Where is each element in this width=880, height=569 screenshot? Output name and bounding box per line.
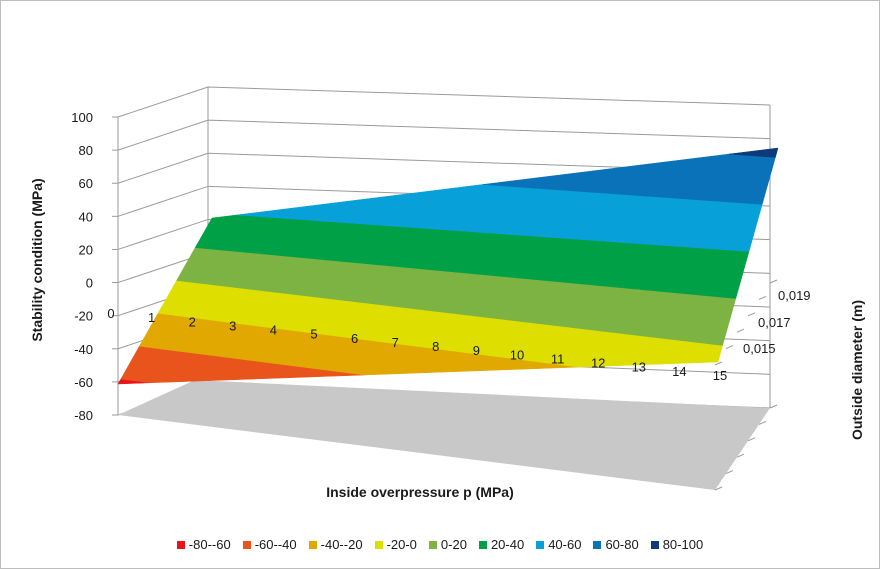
- x-tick-label: 3: [229, 318, 236, 333]
- y-tick-mark: [725, 470, 734, 475]
- z-tick-label: 60: [79, 176, 93, 191]
- y-tick-label: 0,015: [743, 341, 776, 356]
- x-tick-label: 15: [713, 368, 727, 383]
- x-tick-label: 0: [107, 306, 114, 321]
- z-tick-label: -40: [74, 342, 93, 357]
- z-tick-label: 20: [79, 242, 93, 257]
- z-tick-labels: 100 80 60 40 20 0 -20 -40 -60 -80: [71, 110, 93, 423]
- y-axis-title: Outside diameter (m): [849, 300, 865, 440]
- y-tick-mark: [714, 486, 723, 491]
- y-tick-mark: [736, 453, 745, 458]
- y-tick-mark: [769, 404, 778, 409]
- gridline: [117, 86, 771, 118]
- legend-item: -20-0: [374, 537, 417, 552]
- gridline: [117, 152, 771, 184]
- legend: -80--60 -60--40 -40--20 -20-0 0-20 20-40 40-60…: [0, 537, 880, 552]
- x-tick-labels: 0 1 2 3 4 5 6 7 8 9 10 11 12 13 14 15: [107, 306, 727, 383]
- y-tick-label: 0,019: [778, 288, 811, 303]
- y-tick-mark: [769, 279, 778, 284]
- legend-label: 80-100: [662, 537, 704, 552]
- y-tick-mark: [725, 345, 734, 350]
- legend-swatch: [374, 541, 383, 549]
- legend-item: -60--40: [242, 537, 297, 552]
- legend-item: -40--20: [308, 537, 363, 552]
- legend-label: 60-80: [605, 537, 639, 552]
- x-tick-label: 14: [672, 364, 686, 379]
- legend-swatch: [536, 541, 545, 549]
- z-tick-label: 0: [86, 276, 93, 291]
- legend-label: 40-60: [548, 537, 582, 552]
- legend-swatch: [650, 541, 659, 549]
- y-tick-labels: 0,015 0,017 0,019: [743, 288, 811, 356]
- y-tick-mark: [747, 437, 756, 442]
- y-tick-mark: [714, 361, 723, 366]
- z-axis-title: Stability condition (MPa): [29, 178, 45, 341]
- x-tick-label: 2: [189, 314, 196, 329]
- legend-label: 20-40: [490, 537, 525, 552]
- z-tick-label: 100: [71, 110, 93, 125]
- x-tick-label: 4: [270, 323, 277, 338]
- legend-item: 20-40: [478, 537, 525, 552]
- legend-item: -80--60: [176, 537, 231, 552]
- y-tick-mark: [758, 295, 767, 300]
- x-tick-label: 11: [551, 351, 565, 366]
- surface-bands: [117, 147, 779, 385]
- x-tick-label: 7: [392, 335, 399, 350]
- legend-swatch: [242, 541, 251, 549]
- x-tick-label: 1: [148, 310, 155, 325]
- z-tick-label: 40: [79, 209, 93, 224]
- legend-label: -60--40: [254, 537, 297, 552]
- gridline: [117, 119, 771, 151]
- surface-band: [728, 147, 779, 158]
- x-tick-label: 10: [510, 347, 524, 362]
- legend-item: 60-80: [593, 537, 639, 552]
- legend-swatch: [428, 541, 437, 549]
- y-tick-mark: [747, 312, 756, 317]
- y-tick-mark: [736, 328, 745, 333]
- chart-floor: [118, 380, 770, 490]
- legend-swatch: [593, 541, 602, 549]
- x-tick-label: 5: [310, 327, 317, 342]
- legend-label: 0-20: [440, 537, 467, 552]
- legend-label: -80--60: [188, 537, 231, 552]
- x-tick-label: 12: [591, 356, 605, 371]
- legend-item: 0-20: [428, 537, 467, 552]
- legend-label: -40--20: [320, 537, 363, 552]
- legend-label: -20-0: [386, 537, 417, 552]
- x-tick-label: 13: [632, 360, 646, 375]
- z-tick-label: -80: [74, 408, 93, 423]
- x-axis-title: Inside overpressure p (MPa): [326, 484, 514, 500]
- y-tick-mark: [758, 420, 767, 425]
- x-tick-label: 8: [432, 339, 439, 354]
- z-tick-label: 80: [79, 143, 93, 158]
- x-tick-label: 9: [473, 343, 480, 358]
- z-tick-label: -20: [74, 309, 93, 324]
- legend-item: 40-60: [536, 537, 581, 552]
- x-tick-label: 6: [351, 331, 358, 346]
- legend-swatch: [176, 541, 185, 549]
- y-tick-label: 0,017: [758, 315, 791, 330]
- surface-band: [194, 214, 750, 299]
- z-tick-label: -60: [74, 375, 93, 390]
- legend-item: 80-100: [650, 537, 704, 552]
- legend-swatch: [308, 541, 317, 549]
- legend-swatch: [478, 541, 487, 549]
